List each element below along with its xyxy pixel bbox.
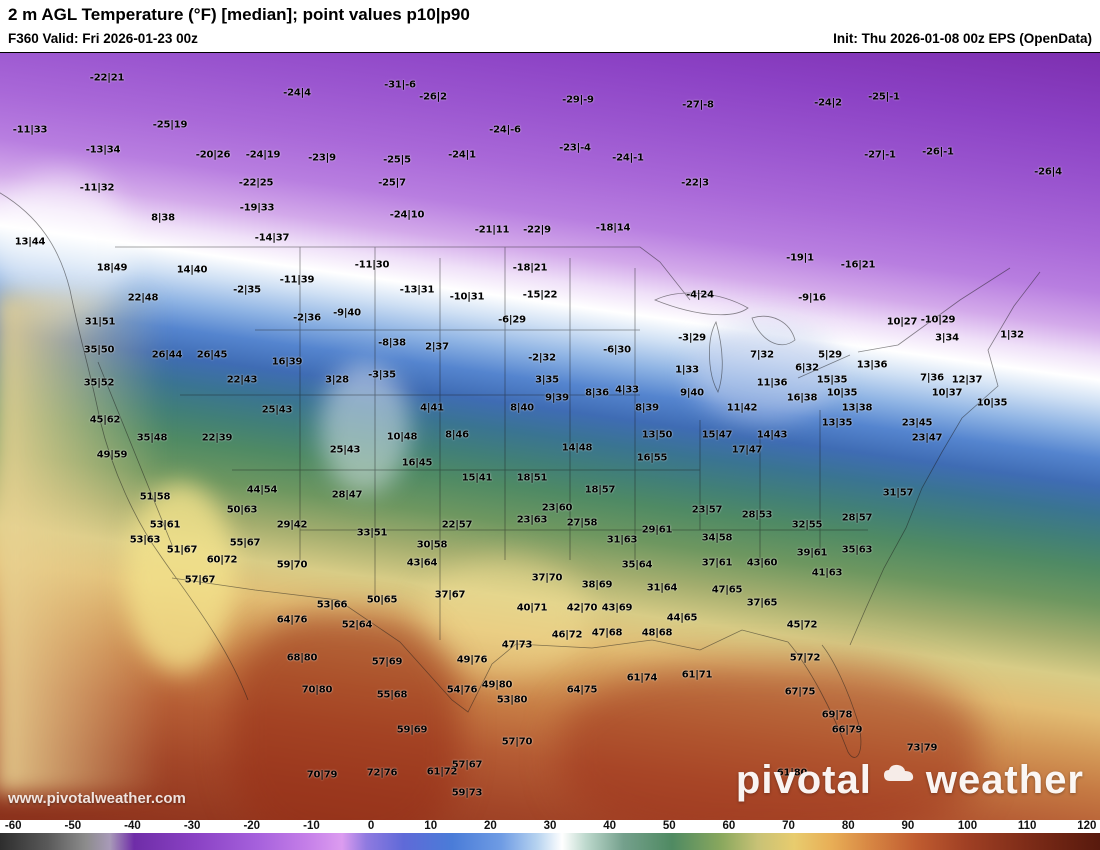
- map-title: 2 m AGL Temperature (°F) [median]; point…: [0, 0, 1100, 28]
- colorbar-tick-label: 90: [901, 820, 915, 832]
- colorbar-gradient: [0, 833, 1100, 850]
- colorbar-tick-label: 20: [483, 820, 497, 832]
- colorbar-tick-label: 110: [1017, 820, 1037, 832]
- colorbar: -60 -50 -40 -30 -20 -10 0 10 20 30 40 50 60 70 80 90 100…: [0, 820, 1100, 850]
- colorbar-tick-label: -10: [303, 820, 320, 832]
- colorbar-tick-label: -60: [4, 820, 22, 832]
- colorbar-tick-label: 70: [782, 820, 795, 832]
- colorbar-tick-label: 0: [367, 820, 375, 832]
- colorbar-tick-label: 30: [543, 820, 557, 832]
- colorbar-tick-label: 40: [603, 820, 617, 832]
- colorbar-tick-label: 50: [662, 820, 676, 832]
- colorbar-tick-label: -50: [64, 820, 82, 832]
- west-coast-warm-region: [0, 293, 165, 793]
- temperature-map[interactable]: [0, 52, 1100, 820]
- texas-warm-region: [420, 558, 590, 678]
- mexico-hot-region: [230, 613, 460, 820]
- colorbar-tick-label: 120: [1077, 820, 1097, 832]
- valid-time-label: F360 Valid: Fri 2026-01-23 00z: [8, 31, 198, 46]
- colorbar-tick-label: 10: [424, 820, 438, 832]
- colorbar-tick-label: -20: [243, 820, 261, 832]
- colorbar-tick-label: -40: [124, 820, 141, 832]
- map-subtitle-bar: F360 Valid: Fri 2026-01-23 00z Init: Thu…: [0, 28, 1100, 52]
- california-valley-warm-region: [125, 483, 235, 673]
- colorbar-tick-label: -30: [183, 820, 201, 832]
- brand-logo: pivotal weather: [736, 758, 1084, 803]
- colorbar-tick-label: 100: [957, 820, 978, 832]
- coast-light-region: [0, 173, 130, 323]
- rockies-cool-region: [320, 363, 410, 493]
- colorbar-tick-label: 80: [841, 820, 855, 832]
- brand-word-weather: weather: [925, 758, 1084, 802]
- cloud-icon: [883, 764, 913, 781]
- watermark-url: www.pivotalweather.com: [8, 790, 186, 807]
- init-time-label: Init: Thu 2026-01-08 00z EPS (OpenData): [833, 31, 1092, 46]
- brand-word-pivotal: pivotal: [735, 758, 872, 802]
- great-lakes-cool-region: [690, 321, 840, 421]
- colorbar-tick-label: 60: [722, 820, 736, 832]
- colorbar-labels: -60 -50 -40 -30 -20 -10 0 10 20 30 40 50 60 70 80 90 100…: [0, 820, 1100, 833]
